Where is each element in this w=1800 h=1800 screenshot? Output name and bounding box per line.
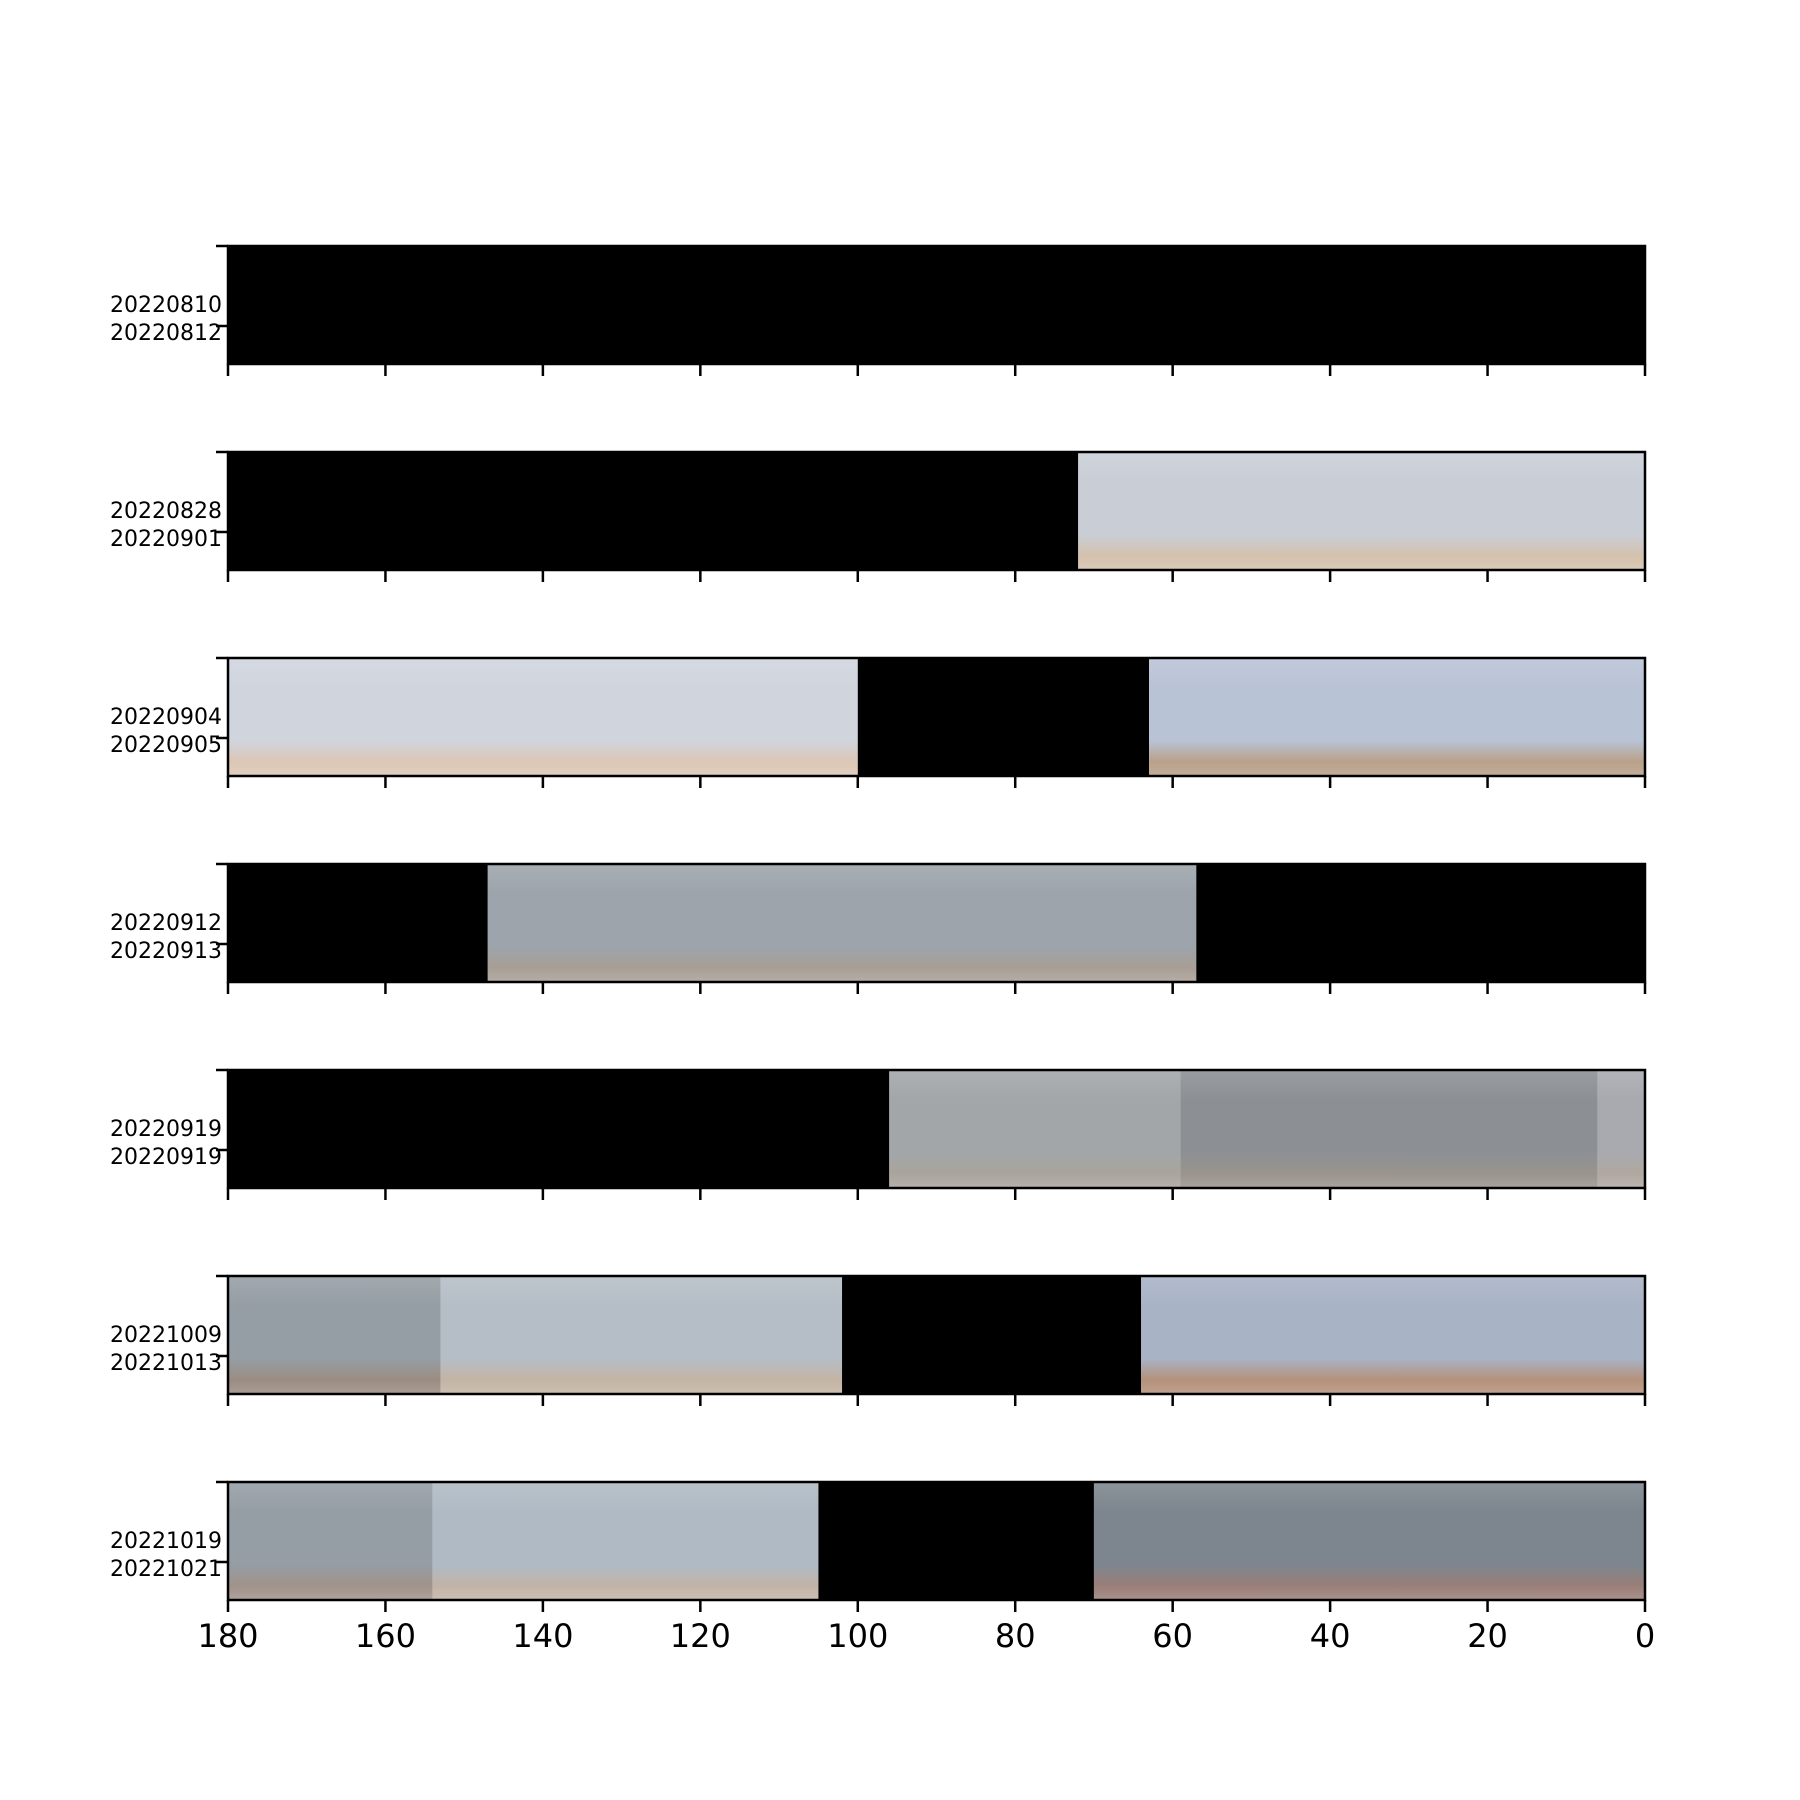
panel-2-date-end: 20220901 bbox=[110, 527, 222, 552]
panel-4-date-start: 20220912 bbox=[110, 911, 222, 936]
panel-4-segment-2 bbox=[487, 864, 1197, 982]
panel-3-segment-3 bbox=[1149, 658, 1645, 776]
panel-6-segment-2 bbox=[440, 1276, 843, 1394]
panel-7: 20221019 20221021 bbox=[110, 1480, 1647, 1612]
panel-3: 20220904 20220905 bbox=[110, 656, 1647, 788]
x-tick-label-20: 20 bbox=[1467, 1617, 1508, 1655]
panel-7-segment-3 bbox=[818, 1482, 1094, 1600]
panel-3-frame bbox=[226, 656, 1647, 778]
panel-6-frame bbox=[226, 1274, 1647, 1396]
panel-7-segment-4 bbox=[1093, 1482, 1645, 1600]
panel-5-segment-3 bbox=[1180, 1070, 1598, 1188]
panel-4: 20220912 20220913 bbox=[110, 862, 1647, 994]
panel-6-date-start: 20221009 bbox=[110, 1323, 222, 1348]
x-tick-label-80: 80 bbox=[995, 1617, 1036, 1655]
x-tick-label-60: 60 bbox=[1152, 1617, 1193, 1655]
panel-4-segment-1 bbox=[228, 864, 488, 982]
x-tick-label-40: 40 bbox=[1310, 1617, 1351, 1655]
panel-6-segment-1 bbox=[228, 1276, 441, 1394]
panel-2-date-start: 20220828 bbox=[110, 499, 222, 524]
x-tick-label-140: 140 bbox=[512, 1617, 573, 1655]
panel-3-date-start: 20220904 bbox=[110, 705, 222, 730]
panel-2-segment-1 bbox=[228, 452, 1079, 570]
panel-4-segment-3 bbox=[1196, 864, 1645, 982]
panel-5-frame bbox=[226, 1068, 1647, 1190]
panel-3-date-end: 20220905 bbox=[110, 733, 222, 758]
x-tick-label-120: 120 bbox=[670, 1617, 731, 1655]
panel-1: 20220810 20220812 bbox=[110, 244, 1647, 376]
panel-5: 20220919 20220919 bbox=[110, 1068, 1647, 1200]
panel-6: 20221009 20221013 bbox=[110, 1274, 1647, 1406]
panel-2-segment-2 bbox=[1078, 452, 1645, 570]
panel-5-date-end: 20220919 bbox=[110, 1145, 222, 1170]
panel-1-date-end: 20220812 bbox=[110, 321, 222, 346]
x-tick-labels: 180 160 140 120 100 80 60 40 20 0 bbox=[197, 1617, 1655, 1655]
panel-1-segment-1 bbox=[228, 246, 1645, 364]
panel-1-frame bbox=[226, 244, 1647, 366]
panel-7-segment-2 bbox=[432, 1482, 819, 1600]
panel-7-segment-1 bbox=[228, 1482, 433, 1600]
panel-1-date-start: 20220810 bbox=[110, 293, 222, 318]
panel-6-date-end: 20221013 bbox=[110, 1351, 222, 1376]
panel-4-frame bbox=[226, 862, 1647, 984]
x-tick-label-100: 100 bbox=[827, 1617, 888, 1655]
panel-3-segment-1 bbox=[228, 658, 858, 776]
panel-7-date-start: 20221019 bbox=[110, 1529, 222, 1554]
panel-7-frame bbox=[226, 1480, 1647, 1602]
panel-3-segment-2 bbox=[857, 658, 1150, 776]
panel-2-frame bbox=[226, 450, 1647, 572]
x-tick-label-180: 180 bbox=[197, 1617, 258, 1655]
panel-6-segment-3 bbox=[842, 1276, 1142, 1394]
panel-5-segment-1 bbox=[228, 1070, 890, 1188]
panel-4-date-end: 20220913 bbox=[110, 939, 222, 964]
panel-5-segment-4 bbox=[1597, 1070, 1645, 1188]
panel-6-segment-4 bbox=[1141, 1276, 1645, 1394]
panel-5-date-start: 20220919 bbox=[110, 1117, 222, 1142]
x-tick-label-160: 160 bbox=[355, 1617, 416, 1655]
x-tick-label-0: 0 bbox=[1635, 1617, 1655, 1655]
panel-5-segment-2 bbox=[889, 1070, 1181, 1188]
panel-2: 20220828 20220901 bbox=[110, 450, 1647, 582]
panel-7-date-end: 20221021 bbox=[110, 1557, 222, 1582]
